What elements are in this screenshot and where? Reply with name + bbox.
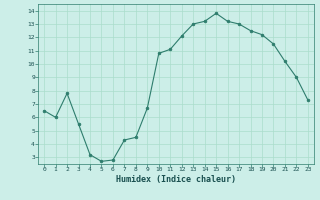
X-axis label: Humidex (Indice chaleur): Humidex (Indice chaleur) [116,175,236,184]
